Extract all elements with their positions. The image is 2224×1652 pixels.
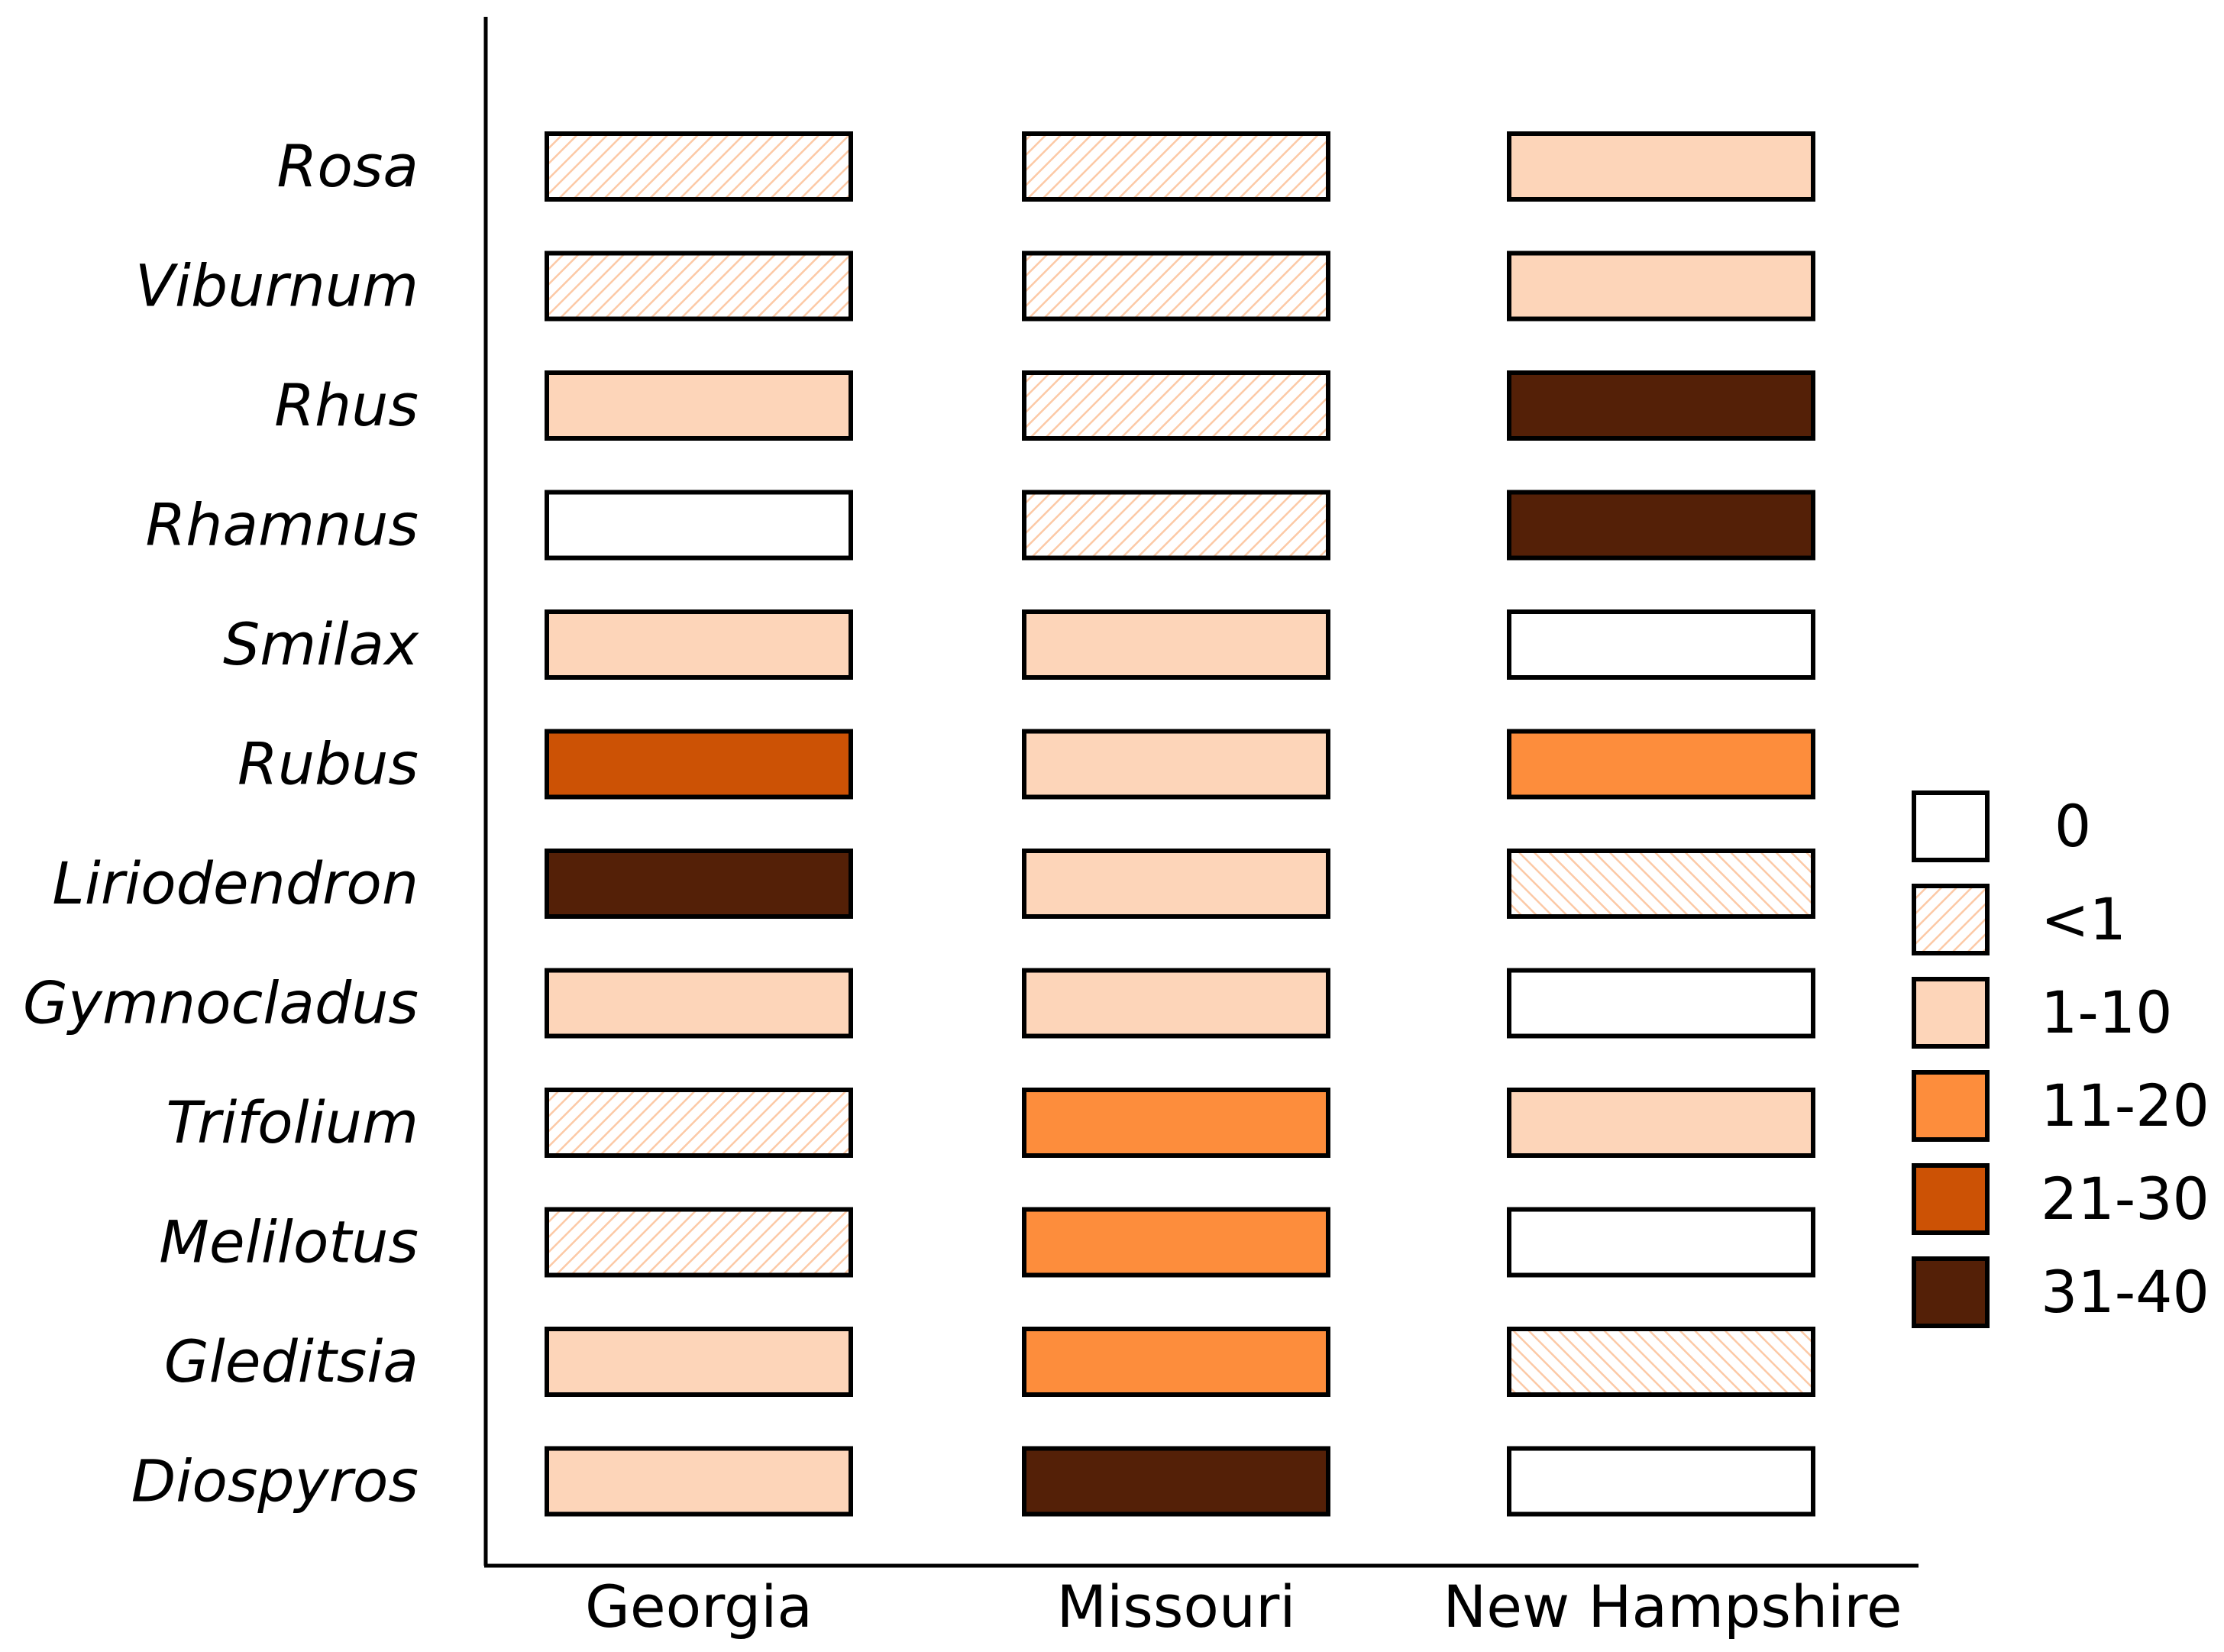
legend-swatch: [1912, 977, 1990, 1049]
column-labels: Georgia Missouri New Hampshire: [585, 1573, 1902, 1641]
heatmap-cell: [545, 849, 853, 919]
legend-swatch: [1912, 884, 1990, 955]
heatmap-cell: [1022, 251, 1330, 322]
legend-label: 11-20: [2041, 1072, 2209, 1140]
heatmap-cell: [1022, 490, 1330, 561]
row-label: Gleditsia: [164, 1327, 419, 1395]
heatmap-cell: [1507, 1088, 1815, 1158]
heatmap-cell: [545, 968, 853, 1039]
legend-label: <1: [2041, 885, 2126, 953]
heatmap-cell: [1022, 1088, 1330, 1158]
row-label: Melilotus: [159, 1208, 419, 1276]
heatmap-cells: [545, 131, 1815, 1517]
heatmap-cell: [1507, 729, 1815, 800]
heatmap-cell: [1507, 251, 1815, 322]
row-label: Trifolium: [166, 1088, 419, 1156]
heatmap-cell: [545, 131, 853, 202]
column-label: Missouri: [1057, 1573, 1296, 1641]
heatmap-cell: [1507, 968, 1815, 1039]
row-label: Smilax: [223, 610, 419, 678]
legend-label: 31-40: [2041, 1258, 2209, 1326]
legend-label: 21-30: [2041, 1165, 2209, 1233]
row-label: Rubus: [238, 730, 419, 798]
heatmap-cell: [545, 1327, 853, 1397]
heatmap-cell: [1507, 1207, 1815, 1278]
heatmap-cell: [545, 609, 853, 680]
legend: 0 <1 1-10 11-20 21-30 31-40: [1912, 790, 2209, 1328]
heatmap-cell: [1022, 1327, 1330, 1397]
heatmap-cell: [1022, 131, 1330, 202]
heatmap-cell: [1022, 968, 1330, 1039]
heatmap-cell: [1022, 729, 1330, 800]
heatmap-cell: [1022, 1446, 1330, 1517]
row-label: Gymnocladus: [23, 969, 419, 1037]
heatmap-cell: [1507, 849, 1815, 919]
row-label: Rhamnus: [145, 491, 419, 559]
heatmap-cell: [1507, 131, 1815, 202]
heatmap-cell: [545, 1446, 853, 1517]
row-label: Viburnum: [135, 252, 419, 320]
heatmap-cell: [545, 1207, 853, 1278]
heatmap-cell: [545, 729, 853, 800]
heatmap-cell: [1507, 1446, 1815, 1517]
row-label: Diospyros: [131, 1447, 419, 1515]
heatmap-cell: [1022, 370, 1330, 441]
legend-label: 1-10: [2041, 978, 2172, 1046]
row-label: Rosa: [277, 132, 419, 200]
heatmap-cell: [1022, 849, 1330, 919]
legend-swatch: [1912, 790, 1990, 862]
legend-label: 0: [2054, 792, 2091, 860]
legend-swatch: [1912, 1256, 1990, 1328]
row-label: Liriodendron: [52, 849, 419, 917]
heatmap-cell: [545, 251, 853, 322]
column-label: New Hampshire: [1443, 1573, 1902, 1641]
heatmap-cell: [545, 490, 853, 561]
heatmap-cell: [1022, 609, 1330, 680]
heatmap-cell: [1507, 609, 1815, 680]
heatmap-cell: [1507, 370, 1815, 441]
heatmap-cell: [545, 370, 853, 441]
heatmap-cell: [545, 1088, 853, 1158]
heatmap-cell: [1507, 1327, 1815, 1397]
row-labels: Rosa Viburnum Rhus Rhamnus Smilax Rubus Liriod…: [23, 132, 419, 1515]
legend-swatch: [1912, 1070, 1990, 1142]
column-label: Georgia: [585, 1573, 813, 1641]
legend-swatch: [1912, 1163, 1990, 1235]
row-label: Rhus: [274, 371, 419, 439]
heatmap-cell: [1022, 1207, 1330, 1278]
heatmap-cell: [1507, 490, 1815, 561]
